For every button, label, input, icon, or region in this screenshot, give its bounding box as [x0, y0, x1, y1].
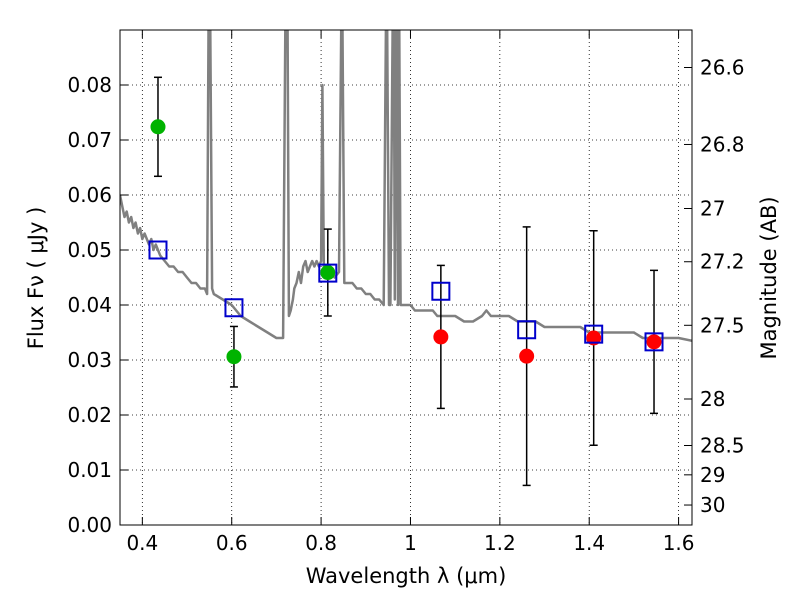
x-tick-label: 1.2 — [484, 531, 516, 555]
y2-tick-label: 30 — [700, 493, 725, 517]
observed-point-green — [320, 265, 336, 281]
y2-tick-label: 27.5 — [700, 313, 745, 337]
y-tick-label: 0.06 — [67, 183, 112, 207]
y-tick-label: 0.05 — [67, 238, 112, 262]
observed-point-red — [433, 329, 449, 345]
model-photometry-square — [517, 320, 537, 340]
x-tick-label: 1.4 — [573, 531, 605, 555]
y-tick-label: 0.04 — [67, 293, 112, 317]
x-tick-label: 1.6 — [663, 531, 695, 555]
y-tick-label: 0.08 — [67, 73, 112, 97]
y2-axis-label: Magnitude (AB) — [757, 196, 781, 359]
y2-tick-label: 28.5 — [700, 433, 745, 457]
y2-tick-label: 27.2 — [700, 250, 745, 274]
x-tick-label: 1 — [404, 531, 417, 555]
model-photometry-square — [431, 281, 451, 301]
x-tick-label: 0.8 — [305, 531, 337, 555]
model-photometry-square — [148, 240, 168, 260]
model-photometry-square — [584, 324, 604, 344]
x-tick-label: 0.6 — [216, 531, 248, 555]
x-tick-label: 0.4 — [126, 531, 158, 555]
model-photometry-square — [224, 298, 244, 318]
y2-tick-label: 26.6 — [700, 56, 745, 80]
y-tick-label: 0.01 — [67, 458, 112, 482]
plot-frame — [119, 29, 693, 526]
y2-tick-label: 27 — [700, 196, 725, 220]
y-tick-label: 0.07 — [67, 128, 112, 152]
y2-tick-label: 26.8 — [700, 132, 745, 156]
observed-point-green — [150, 119, 166, 135]
y-tick-label: 0.00 — [67, 513, 112, 537]
axes: 0.4 0.6 0.8 1 1.2 1.4 1.6 0.00 0.01 0.02 0.03 0.04 0… — [67, 30, 745, 555]
markers — [148, 76, 664, 487]
observed-point-red — [646, 334, 662, 350]
y-tick-label: 0.02 — [67, 403, 112, 427]
y2-tick-label: 29 — [700, 463, 725, 487]
x-axis-label: Wavelength λ (μm) — [306, 564, 507, 588]
y-tick-label: 0.03 — [67, 348, 112, 372]
model-photometry-square — [644, 332, 664, 352]
y-axis-label: Flux Fν ( μJy ) — [24, 207, 48, 350]
model-photometry-square — [318, 263, 338, 283]
observed-point-green — [226, 349, 242, 365]
observed-point-red — [519, 348, 535, 364]
y2-tick-label: 28 — [700, 387, 725, 411]
